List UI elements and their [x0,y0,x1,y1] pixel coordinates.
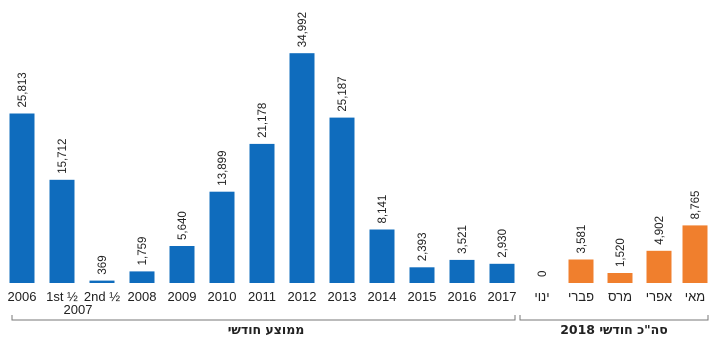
tick-label-1-2: מרס [608,289,632,304]
bar-0-2 [89,280,115,283]
monthly-total-2018-bracket [519,315,709,321]
tick-label-0-9: 2014 [368,289,397,304]
group-label-monthly-average: ממוצע חודשי [228,322,305,337]
bar-0-11 [449,259,475,283]
value-label-0-12: 2,930 [497,229,509,258]
value-label-0-10: 2,393 [417,233,429,262]
bars-layer [9,53,708,284]
bar-0-10 [409,267,435,283]
tick-label-0-8: 2013 [328,289,357,304]
value-label-0-0: 25,813 [17,72,29,107]
value-label-0-2: 369 [97,255,109,274]
tick-label-0-11: 2016 [448,289,477,304]
bar-0-8 [329,117,355,283]
bar-1-4 [682,225,708,283]
value-label-1-0: 0 [537,271,549,277]
tick-label-2007: 2007 [64,302,93,317]
value-label-0-8: 25,187 [337,76,349,111]
tick-label-0-1: 1st ½ [46,289,78,304]
tick-label-0-12: 2017 [488,289,517,304]
bar-1-1 [568,259,594,283]
bar-0-6 [249,143,275,283]
tick-label-0-0: 2006 [8,289,37,304]
value-label-0-7: 34,992 [297,12,309,47]
tick-label-0-4: 2009 [168,289,197,304]
value-label-1-1: 3,581 [576,225,588,254]
tick-label-0-3: 2008 [128,289,157,304]
bar-0-5 [209,191,235,283]
bar-0-7 [289,53,315,284]
tick-label-0-6: 2011 [248,289,276,304]
value-label-1-3: 4,902 [654,216,666,245]
value-label-0-11: 3,521 [457,225,469,254]
labels-layer: 25,813 2006 15,712 1st ½ 369 2nd ½ 1,759 2008 5,… [8,12,706,304]
tick-label-0-10: 2015 [408,289,437,304]
value-label-0-5: 13,899 [217,151,229,186]
tick-label-1-0: ינוי [534,289,549,304]
tick-label-1-3: אפרי [646,289,672,304]
value-label-0-6: 21,178 [257,103,269,138]
tick-label-0-5: 2010 [208,289,237,304]
tick-label-0-2: 2nd ½ [84,289,120,304]
value-label-0-4: 5,640 [177,211,189,240]
group-label-monthly-total-2018: סה"כ חודשי 2018 [560,322,668,337]
bar-0-1 [49,179,75,283]
tick-label-1-4: מאי [685,289,705,304]
value-label-1-4: 8,765 [690,191,702,220]
value-label-0-3: 1,759 [137,237,149,266]
value-label-1-2: 1,520 [615,238,627,267]
bar-0-0 [9,113,35,283]
bar-0-4 [169,246,195,283]
bar-1-2 [607,273,633,283]
value-label-0-1: 15,712 [57,139,69,174]
bar-0-3 [129,271,155,283]
bar-1-3 [646,250,672,283]
bar-0-12 [489,263,515,283]
tick-label-0-7: 2012 [288,289,317,304]
tick-label-1-1: פברי [568,289,594,304]
value-label-0-9: 8,141 [377,195,389,224]
bar-0-9 [369,229,395,283]
monthly-average-bracket [11,315,516,321]
